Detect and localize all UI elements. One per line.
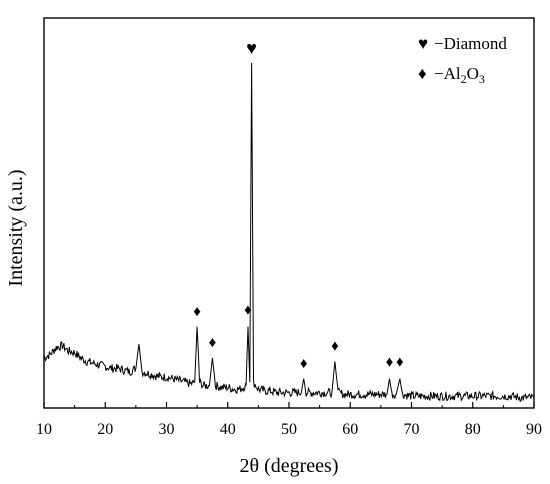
diamond-marker-2: ♦: [209, 335, 217, 351]
peak-markers: ♥♦♦♦♦♦♦ ♦: [193, 38, 404, 372]
legend-label-diamond: −Diamond: [434, 34, 507, 53]
legend-sub-3: 3: [479, 72, 485, 86]
heart-icon: ♥: [418, 34, 428, 53]
legend-label-al2o3: −Al2O3: [434, 64, 485, 86]
legend-item-diamond: ♥ −Diamond: [418, 34, 507, 53]
x-tick-label-50: 50: [281, 421, 297, 438]
x-tick-label-60: 60: [342, 421, 358, 438]
heart-marker-0: ♥: [246, 38, 257, 58]
diamond-marker-7: ♦: [396, 354, 404, 370]
diamond-icon: ♦: [418, 64, 427, 83]
legend-o-text: O: [467, 64, 479, 83]
legend: ♥ −Diamond ♦ −Al2O3: [418, 34, 507, 86]
x-axis-label: 2θ (degrees): [240, 455, 339, 477]
x-tick-label-40: 40: [220, 421, 236, 438]
legend-item-al2o3: ♦ −Al2O3: [418, 64, 485, 86]
diamond-marker-5: ♦: [331, 339, 339, 355]
x-tick-label-10: 10: [36, 421, 52, 438]
x-tick-label-20: 20: [97, 421, 113, 438]
x-tick-label-80: 80: [465, 421, 481, 438]
series-line: [43, 62, 535, 403]
diamond-marker-6: ♦: [386, 354, 394, 370]
x-tick-label-70: 70: [404, 421, 420, 438]
y-axis-label: Intensity (a.u.): [5, 169, 27, 286]
diamond-marker-1: ♦: [193, 304, 201, 320]
diamond-marker-3: ♦: [244, 302, 252, 318]
legend-sub-2: 2: [461, 72, 467, 86]
legend-al-text: −Al: [434, 64, 461, 83]
x-axis-ticks: 10 20 30 40 50 60 70 80 90: [36, 402, 542, 438]
x-tick-label-30: 30: [159, 421, 175, 438]
diamond-marker-4: ♦: [300, 356, 308, 372]
x-tick-label-90: 90: [526, 421, 542, 438]
